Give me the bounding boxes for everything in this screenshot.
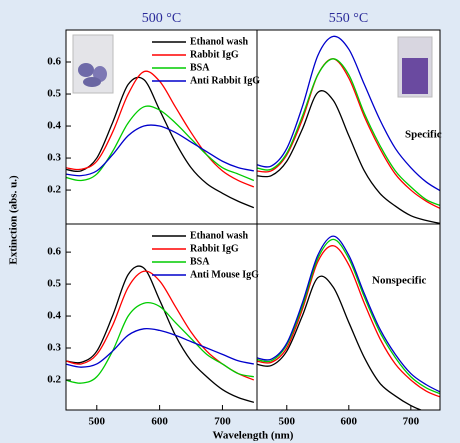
spectrum-line	[257, 58, 440, 210]
y-tick-label: 0.2	[47, 184, 61, 196]
spectrum-line	[257, 235, 440, 393]
legend-label: BSA	[190, 62, 210, 73]
y-tick-label: 0.3	[47, 152, 61, 164]
spectrum-line	[257, 238, 440, 395]
annotation: Nonspecific	[372, 275, 427, 287]
annotation: Specific	[405, 129, 442, 141]
curves	[257, 35, 440, 224]
inset-photo-left	[72, 34, 114, 94]
x-axis-label: Wavelength (nm)	[213, 430, 294, 442]
y-tick-label: 0.3	[47, 342, 61, 354]
legend-label: Anti Rabbit IgG	[190, 75, 260, 86]
legend-label: Ethanol wash	[190, 230, 249, 241]
spectrum-line	[66, 124, 254, 177]
inset-photo-right	[397, 36, 433, 98]
y-tick-label: 0.4	[47, 310, 61, 322]
spectrum-line	[66, 105, 255, 182]
legend-label: Rabbit IgG	[190, 243, 239, 254]
y-tick-label: 0.6	[47, 56, 61, 68]
y-tick-label: 0.4	[47, 120, 61, 132]
y-tick-label: 0.2	[47, 373, 61, 385]
x-tick-label: 700	[403, 416, 420, 428]
legend-label: Ethanol wash	[190, 36, 249, 47]
plot-area	[66, 30, 440, 410]
y-tick-label: 0.5	[47, 278, 61, 290]
x-tick-label: 700	[214, 416, 231, 428]
spectrum-line	[66, 265, 255, 403]
spectrum-line	[257, 245, 440, 398]
y-tick-label: 0.5	[47, 88, 61, 100]
y-axis-label: Extinction (abs. u.)	[8, 175, 20, 265]
legend-label: BSA	[190, 256, 210, 267]
x-tick-label: 600	[341, 416, 358, 428]
spectrum-line	[66, 327, 254, 368]
spectrum-line	[257, 58, 440, 207]
spectrum-line	[257, 35, 440, 192]
x-tick-label: 500	[89, 416, 106, 428]
spectrum-line	[66, 301, 254, 384]
x-tick-label: 500	[279, 416, 296, 428]
legend-label: Rabbit IgG	[190, 49, 239, 60]
curves	[66, 265, 255, 403]
panel-title: 500 °C	[142, 11, 181, 26]
legend-label: Anti Mouse IgG	[190, 269, 259, 280]
x-tick-label: 600	[151, 416, 168, 428]
panel-title: 550 °C	[329, 11, 368, 26]
y-tick-label: 0.6	[47, 246, 61, 258]
spectrum-line	[257, 89, 440, 224]
